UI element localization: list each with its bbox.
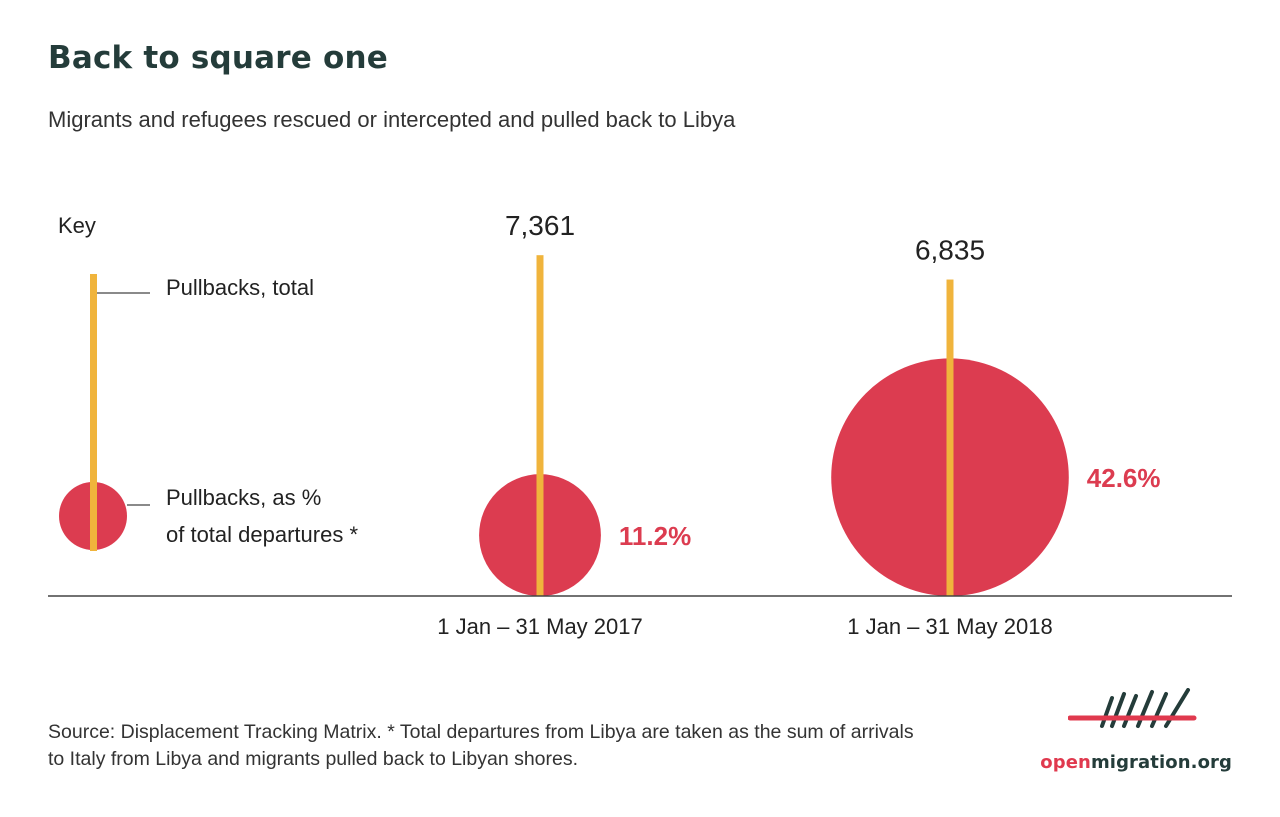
data-point-2018: 6,835 42.6% 1 Jan – 31 May 2018	[831, 235, 1161, 639]
pct-label-2018: 42.6%	[1087, 463, 1161, 493]
openmigration-logo-text: openmigration.org	[1020, 752, 1232, 773]
pct-label-2017: 11.2%	[619, 521, 691, 551]
period-label-2018: 1 Jan – 31 May 2018	[847, 614, 1052, 639]
logo-text-suffix: migration.org	[1090, 752, 1232, 773]
total-line-2017	[536, 255, 544, 596]
key-line-label: Pullbacks, total	[166, 275, 314, 300]
key-circle-label-line1: Pullbacks, as %	[166, 485, 321, 510]
data-point-2017: 7,361 11.2% 1 Jan – 31 May 2017	[437, 210, 691, 639]
total-line-2018	[946, 279, 954, 596]
key-line	[90, 274, 97, 551]
logo-text-prefix: open	[1040, 752, 1091, 773]
period-label-2017: 1 Jan – 31 May 2017	[437, 614, 642, 639]
total-label-2018: 6,835	[915, 235, 985, 266]
key-title: Key	[58, 213, 96, 238]
source-note: Source: Displacement Tracking Matrix. * …	[48, 721, 914, 770]
chart-subtitle: Migrants and refugees rescued or interce…	[48, 107, 736, 132]
openmigration-logo-icon	[1068, 688, 1197, 728]
total-label-2017: 7,361	[505, 210, 575, 241]
key-circle-label-line2: of total departures *	[166, 522, 358, 547]
chart-title: Back to square one	[48, 40, 388, 76]
